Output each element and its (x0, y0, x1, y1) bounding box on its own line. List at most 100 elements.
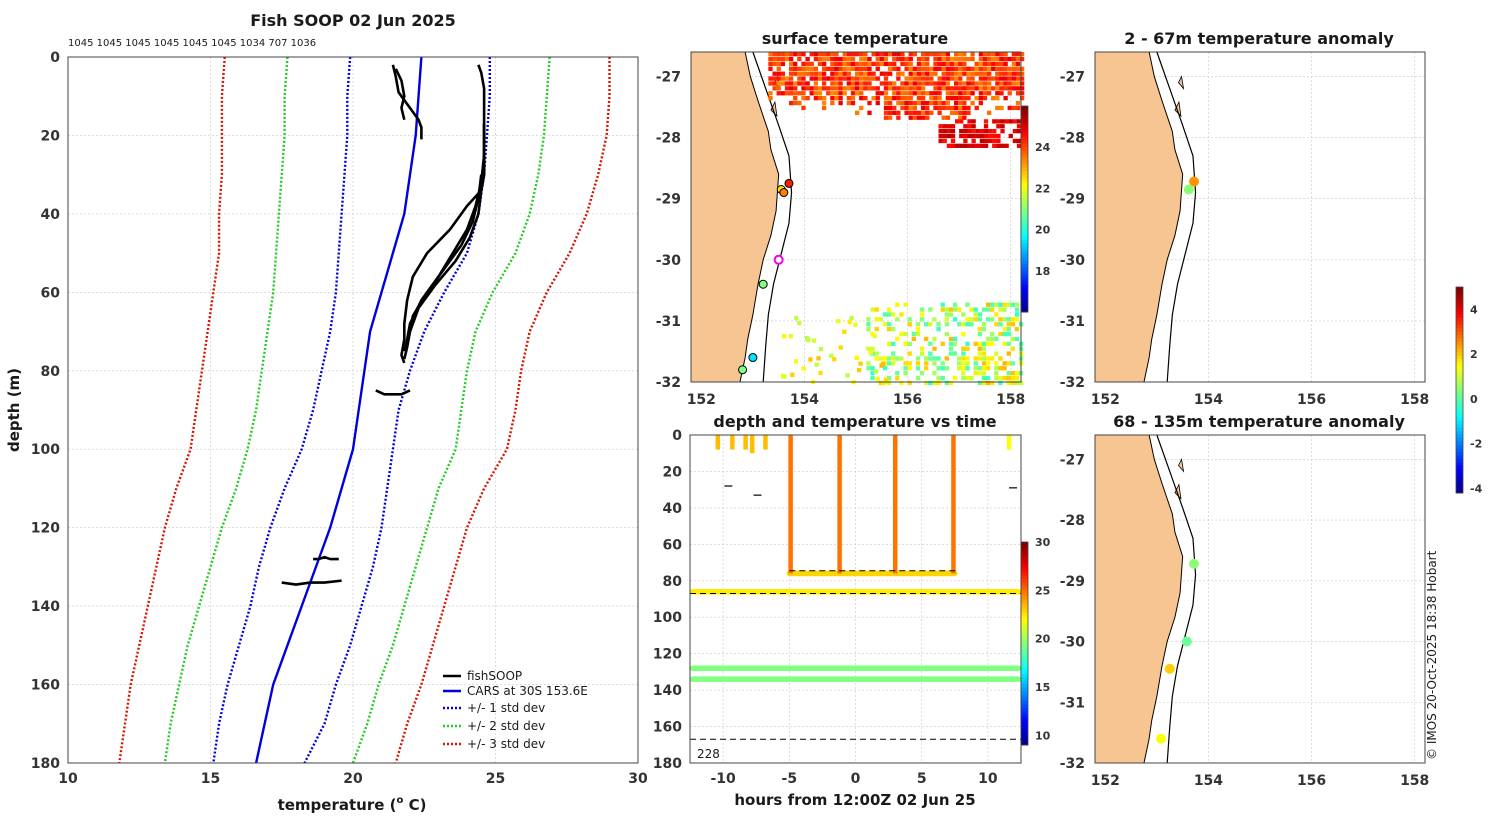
sst-pixel (813, 52, 819, 57)
sst-pixel (887, 86, 893, 91)
sst-pixel (999, 56, 1004, 62)
sst-pixel (900, 71, 905, 76)
colorbar-segment (1021, 623, 1028, 628)
sst-pixel (797, 76, 802, 81)
sst-pixel (957, 322, 962, 327)
sst-pixel (937, 66, 942, 71)
colorbar-segment (1456, 438, 1463, 442)
sst-pixel (941, 76, 946, 81)
colorbar-segment (1456, 317, 1463, 322)
sst-pixel (1016, 138, 1022, 144)
sst-pixel (780, 91, 786, 96)
colorbar-segment (1021, 582, 1028, 587)
sst-pixel (809, 61, 814, 67)
sst-pixel (994, 366, 999, 371)
sst-pixel (1014, 336, 1020, 342)
sst-pixel (916, 110, 922, 115)
colorbar-segment (1021, 579, 1028, 584)
sst-pixel (886, 375, 892, 381)
sst-pixel (842, 66, 847, 71)
map-x-tick-label: 154 (1194, 392, 1223, 408)
sst-pixel (982, 61, 988, 67)
sst-pixel (904, 56, 909, 62)
sst-pixel (850, 81, 856, 86)
sst-pixel (996, 133, 1001, 139)
sst-pixel (896, 96, 901, 101)
profile-ylabel: depth (m) (5, 368, 23, 452)
sst-pixel (780, 56, 786, 62)
sst-panel: surface temperature 152 154 156 158 -27 -28 -2… (656, 29, 1051, 408)
colorbar-tick-label: -4 (1470, 483, 1483, 496)
colorbar-segment (1021, 236, 1028, 241)
sst-pixel (854, 110, 860, 115)
sst-pixel (948, 351, 954, 356)
colorbar-segment (1021, 184, 1028, 189)
sst-pixel (879, 91, 885, 96)
sst-pixel (940, 366, 945, 371)
sst-pixel (834, 86, 839, 91)
sst-pixel (945, 96, 951, 101)
sst-pixel (875, 61, 880, 67)
sst-pixel (942, 124, 947, 129)
sst-pixel (937, 100, 942, 106)
y-tick-label: 20 (41, 128, 61, 144)
sst-pixel (900, 81, 905, 86)
sst-pixel (962, 115, 967, 120)
y-tick-label: 80 (41, 364, 61, 380)
sst-pixel (1007, 105, 1012, 111)
sst-pixel (994, 302, 999, 307)
sst-pixel (932, 371, 937, 376)
sst-pixel (1011, 86, 1017, 91)
sst-pixel (920, 110, 926, 115)
sst-pixel (1010, 361, 1015, 366)
sst-pixel (973, 361, 978, 366)
sst-pixel (982, 56, 988, 62)
sst-pixel (817, 61, 823, 67)
map-y-tick-label: -28 (1060, 131, 1085, 147)
sst-pixel (953, 110, 959, 115)
sst-pixel (903, 371, 908, 376)
sst-pixel (995, 105, 1000, 111)
sst-pixel (1010, 371, 1015, 376)
sst-pixel (928, 322, 933, 327)
legend-label-fishsoop: fishSOOP (467, 669, 522, 683)
colorbar-segment (1021, 257, 1028, 261)
colorbar-segment (1021, 575, 1028, 580)
sst-pixel (801, 61, 806, 67)
sst-pixel (830, 76, 835, 81)
sst-pixel (879, 56, 885, 62)
sst-pixel (916, 61, 922, 67)
sst-pixel (896, 115, 901, 120)
colorbar-segment (1021, 243, 1028, 248)
sst-pixel (883, 377, 889, 382)
sst-pixel (797, 56, 802, 62)
sst-pixel (871, 61, 876, 67)
sst-pixel (981, 356, 987, 361)
sst-pixel (920, 100, 926, 106)
sst-pixel (929, 71, 934, 76)
sst-pixel (974, 71, 979, 76)
sst-pixel (813, 86, 819, 91)
sst-pixel (768, 76, 773, 81)
sst-pixel (1012, 138, 1018, 144)
sst-pixel (908, 66, 913, 71)
sst-pixel (996, 119, 1001, 124)
sst-pixel (892, 52, 897, 57)
sst-pixel (1010, 380, 1015, 386)
colorbar-segment (1021, 239, 1028, 244)
map-y-tick-label: -28 (656, 131, 681, 147)
colorbar-segment (1021, 673, 1028, 678)
sst-pixel (961, 356, 966, 361)
sst-pixel (896, 110, 901, 115)
sst-pixel (772, 86, 777, 91)
profile-xlabel: temperature (o C) (278, 795, 427, 814)
sst-pixel (1014, 375, 1020, 381)
sst-pixel (850, 86, 856, 91)
map-y-tick-label: -29 (1060, 192, 1085, 208)
sst-pixel (1007, 76, 1012, 81)
sst-pixel (958, 71, 963, 76)
sst-pixel (821, 56, 827, 62)
sst-pixel (973, 371, 978, 376)
sst-pixel (772, 52, 777, 57)
sst-pixel (830, 66, 835, 71)
